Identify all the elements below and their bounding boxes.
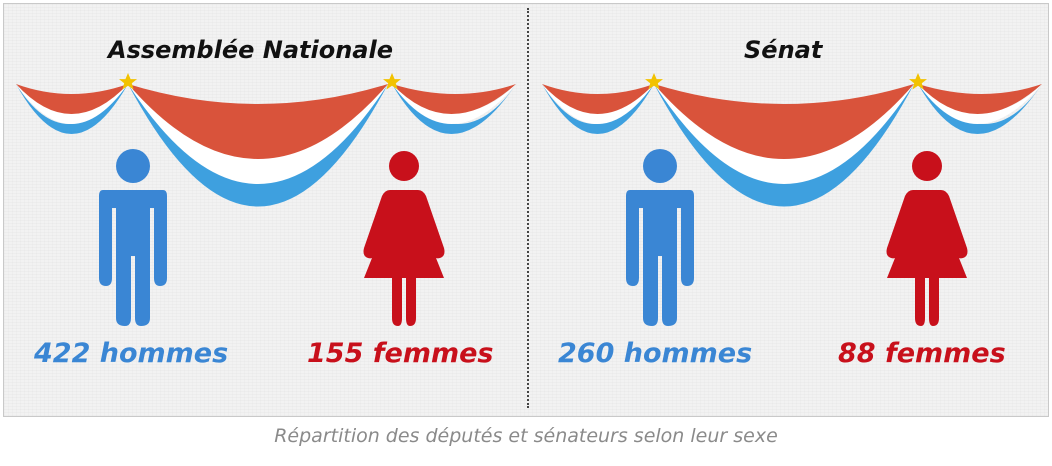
woman-icon [363, 151, 445, 326]
garland-senat [542, 84, 1042, 207]
panel-title-assemblee: Assemblée Nationale [108, 36, 393, 64]
stat-assemblee-women: 155 femmes [307, 338, 494, 369]
man-icon [626, 149, 694, 326]
infographic-frame [3, 3, 1049, 417]
panel-divider [527, 8, 529, 408]
woman-icon [886, 151, 968, 326]
garland-assemblee [16, 84, 516, 207]
panel-title-senat: Sénat [744, 36, 823, 64]
stat-senat-women: 88 femmes [838, 338, 1006, 369]
man-icon [99, 149, 167, 326]
stat-senat-men: 260 hommes [558, 338, 753, 369]
stat-assemblee-men: 422 hommes [34, 338, 229, 369]
caption: Répartition des députés et sénateurs sel… [274, 425, 778, 447]
